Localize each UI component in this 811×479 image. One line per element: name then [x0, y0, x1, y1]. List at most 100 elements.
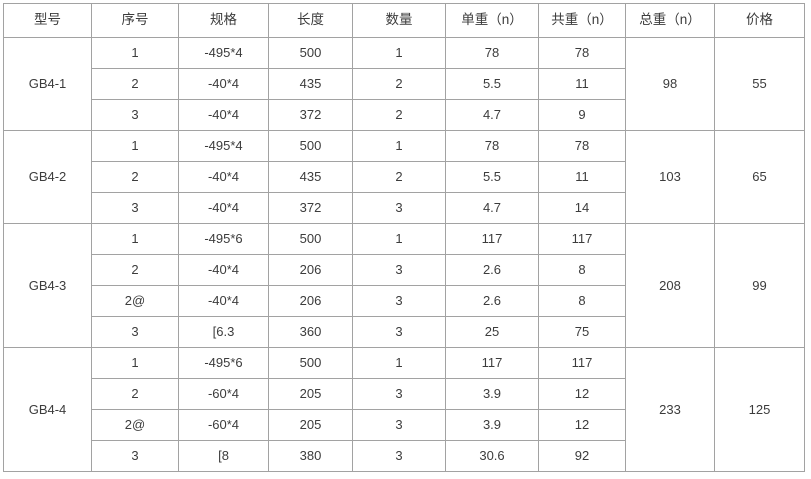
cell-sequence: 3 [91, 192, 179, 224]
cell-quantity: 1 [352, 130, 446, 162]
cell-sequence: 1 [91, 347, 179, 379]
cell-unit-weight: 30.6 [445, 440, 539, 472]
cell-unit-weight: 25 [445, 316, 539, 348]
cell-unit-weight: 117 [445, 347, 539, 379]
cell-spec: -40*4 [178, 192, 269, 224]
table-header: 型号 序号 规格 长度 数量 单重（n） 共重（n） 总重（n） 价格 [3, 3, 805, 38]
cell-sum-weight: 12 [538, 378, 626, 410]
cell-spec: -495*6 [178, 347, 269, 379]
cell-length: 500 [268, 223, 353, 255]
column-header-spec: 规格 [178, 3, 269, 38]
cell-spec: -40*4 [178, 99, 269, 131]
cell-length: 206 [268, 285, 353, 317]
cell-spec: -40*4 [178, 285, 269, 317]
cell-quantity: 3 [352, 254, 446, 286]
column-header-quantity: 数量 [352, 3, 446, 38]
cell-price: 99 [714, 223, 805, 348]
cell-sum-weight: 78 [538, 37, 626, 69]
cell-unit-weight: 2.6 [445, 285, 539, 317]
cell-sum-weight: 117 [538, 223, 626, 255]
table-row: 3 -40*4 372 3 4.7 14 [4, 192, 805, 224]
cell-model: GB4-4 [3, 347, 92, 472]
cell-sum-weight: 75 [538, 316, 626, 348]
cell-quantity: 3 [352, 192, 446, 224]
cell-sum-weight: 117 [538, 347, 626, 379]
cell-total-weight: 103 [625, 130, 715, 224]
cell-model: GB4-1 [3, 37, 92, 131]
cell-sequence: 2 [91, 254, 179, 286]
cell-quantity: 3 [352, 440, 446, 472]
cell-sequence: 2 [91, 68, 179, 100]
header-row: 型号 序号 规格 长度 数量 单重（n） 共重（n） 总重（n） 价格 [3, 3, 805, 38]
cell-length: 435 [268, 161, 353, 193]
cell-sum-weight: 11 [538, 68, 626, 100]
cell-length: 372 [268, 192, 353, 224]
cell-spec: -60*4 [178, 409, 269, 441]
cell-sum-weight: 8 [538, 285, 626, 317]
cell-unit-weight: 78 [445, 37, 539, 69]
cell-unit-weight: 4.7 [445, 192, 539, 224]
column-header-length: 长度 [268, 3, 353, 38]
table-row: GB4-3 1 -495*6 500 1 117 117 208 99 [3, 223, 805, 348]
cell-spec: -40*4 [178, 68, 269, 100]
cell-quantity: 3 [352, 378, 446, 410]
table-row: GB4-2 1 -495*4 500 1 78 78 103 65 [3, 130, 805, 224]
column-header-total-weight: 总重（n） [625, 3, 715, 38]
table-row: 2 -60*4 205 3 3.9 12 [4, 378, 805, 410]
cell-sequence: 1 [91, 223, 179, 255]
cell-spec: [8 [178, 440, 269, 472]
cell-length: 206 [268, 254, 353, 286]
cell-spec: [6.3 [178, 316, 269, 348]
cell-quantity: 2 [352, 68, 446, 100]
column-header-unit-weight: 单重（n） [445, 3, 539, 38]
cell-sum-weight: 11 [538, 161, 626, 193]
cell-quantity: 1 [352, 223, 446, 255]
column-header-sequence: 序号 [91, 3, 179, 38]
cell-model: GB4-3 [3, 223, 92, 348]
cell-total-weight: 98 [625, 37, 715, 131]
cell-quantity: 3 [352, 285, 446, 317]
column-header-sum-weight: 共重（n） [538, 3, 626, 38]
cell-length: 500 [268, 130, 353, 162]
cell-quantity: 2 [352, 99, 446, 131]
table-row: 2 -40*4 435 2 5.5 11 [4, 68, 805, 100]
cell-quantity: 1 [352, 347, 446, 379]
cell-unit-weight: 3.9 [445, 409, 539, 441]
cell-quantity: 2 [352, 161, 446, 193]
cell-price: 65 [714, 130, 805, 224]
table-body: GB4-1 1 -495*4 500 1 78 78 98 55 2 -40*4 435 2 5.5 11 3… [3, 37, 805, 472]
cell-sequence: 2 [91, 378, 179, 410]
cell-total-weight: 208 [625, 223, 715, 348]
cell-sum-weight: 78 [538, 130, 626, 162]
cell-quantity: 3 [352, 409, 446, 441]
cell-total-weight: 233 [625, 347, 715, 472]
column-header-model: 型号 [3, 3, 92, 38]
cell-unit-weight: 3.9 [445, 378, 539, 410]
specification-table: 型号 序号 规格 长度 数量 单重（n） 共重（n） 总重（n） 价格 GB4-… [3, 3, 805, 472]
cell-spec: -40*4 [178, 161, 269, 193]
cell-sequence: 1 [91, 37, 179, 69]
cell-length: 205 [268, 409, 353, 441]
cell-length: 380 [268, 440, 353, 472]
cell-sequence: 3 [91, 99, 179, 131]
cell-sum-weight: 92 [538, 440, 626, 472]
cell-spec: -495*4 [178, 130, 269, 162]
cell-unit-weight: 5.5 [445, 161, 539, 193]
cell-sequence: 3 [91, 316, 179, 348]
cell-sum-weight: 14 [538, 192, 626, 224]
cell-price: 125 [714, 347, 805, 472]
cell-sequence: 1 [91, 130, 179, 162]
cell-quantity: 3 [352, 316, 446, 348]
cell-length: 205 [268, 378, 353, 410]
cell-quantity: 1 [352, 37, 446, 69]
cell-sequence: 3 [91, 440, 179, 472]
cell-spec: -40*4 [178, 254, 269, 286]
cell-model: GB4-2 [3, 130, 92, 224]
column-header-price: 价格 [714, 3, 805, 38]
cell-unit-weight: 117 [445, 223, 539, 255]
cell-length: 500 [268, 347, 353, 379]
cell-sequence: 2@ [91, 285, 179, 317]
cell-unit-weight: 4.7 [445, 99, 539, 131]
cell-sum-weight: 9 [538, 99, 626, 131]
table-row: 3 [8 380 3 30.6 92 [4, 440, 805, 472]
